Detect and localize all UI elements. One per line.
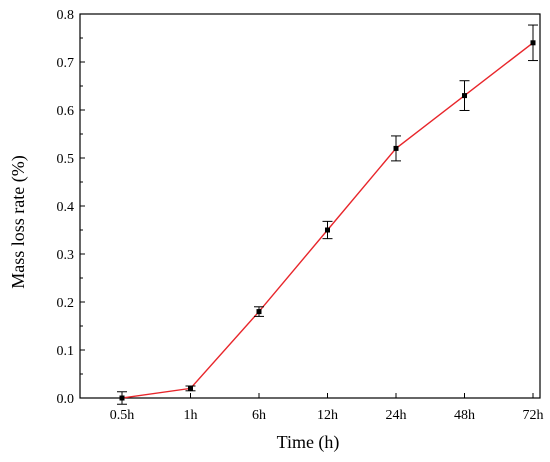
y-tick-label: 0.8 xyxy=(57,8,75,23)
x-tick-label: 0.5h xyxy=(110,408,135,423)
y-axis-title: Mass loss rate (%) xyxy=(8,155,29,288)
x-axis-ticks: 0.5h 1h 6h 12h 24h 48h 72h xyxy=(110,393,544,423)
x-tick-label: 1h xyxy=(184,408,198,423)
series-layer xyxy=(117,24,538,405)
x-axis-title: Time (h) xyxy=(277,432,340,453)
data-point xyxy=(256,309,262,315)
x-tick-label: 12h xyxy=(317,408,338,423)
data-point xyxy=(530,40,536,46)
series-line xyxy=(121,42,534,399)
y-tick-label: 0.3 xyxy=(57,248,75,263)
y-tick-label: 0.7 xyxy=(57,56,75,71)
data-point xyxy=(393,145,399,151)
y-tick-label: 0.6 xyxy=(57,104,75,119)
y-tick-label: 0.1 xyxy=(57,344,75,359)
y-tick-label: 0.2 xyxy=(57,296,75,311)
x-tick-label: 72h xyxy=(523,408,544,423)
data-point xyxy=(462,93,467,99)
data-point xyxy=(325,227,330,233)
data-point xyxy=(188,385,193,391)
x-tick-label: 24h xyxy=(386,408,407,423)
plot-frame xyxy=(79,13,541,399)
y-axis-ticks: 0.0 0.1 0.2 0.3 0.4 0.5 0.6 0.7 0.8 xyxy=(57,8,85,407)
y-tick-label: 0.4 xyxy=(57,200,75,215)
y-tick-label: 0.0 xyxy=(57,392,75,407)
y-tick-label: 0.5 xyxy=(57,152,75,167)
data-point xyxy=(119,395,125,401)
plot-border xyxy=(79,13,541,399)
x-tick-label: 6h xyxy=(252,408,266,423)
x-tick-label: 48h xyxy=(454,408,475,423)
